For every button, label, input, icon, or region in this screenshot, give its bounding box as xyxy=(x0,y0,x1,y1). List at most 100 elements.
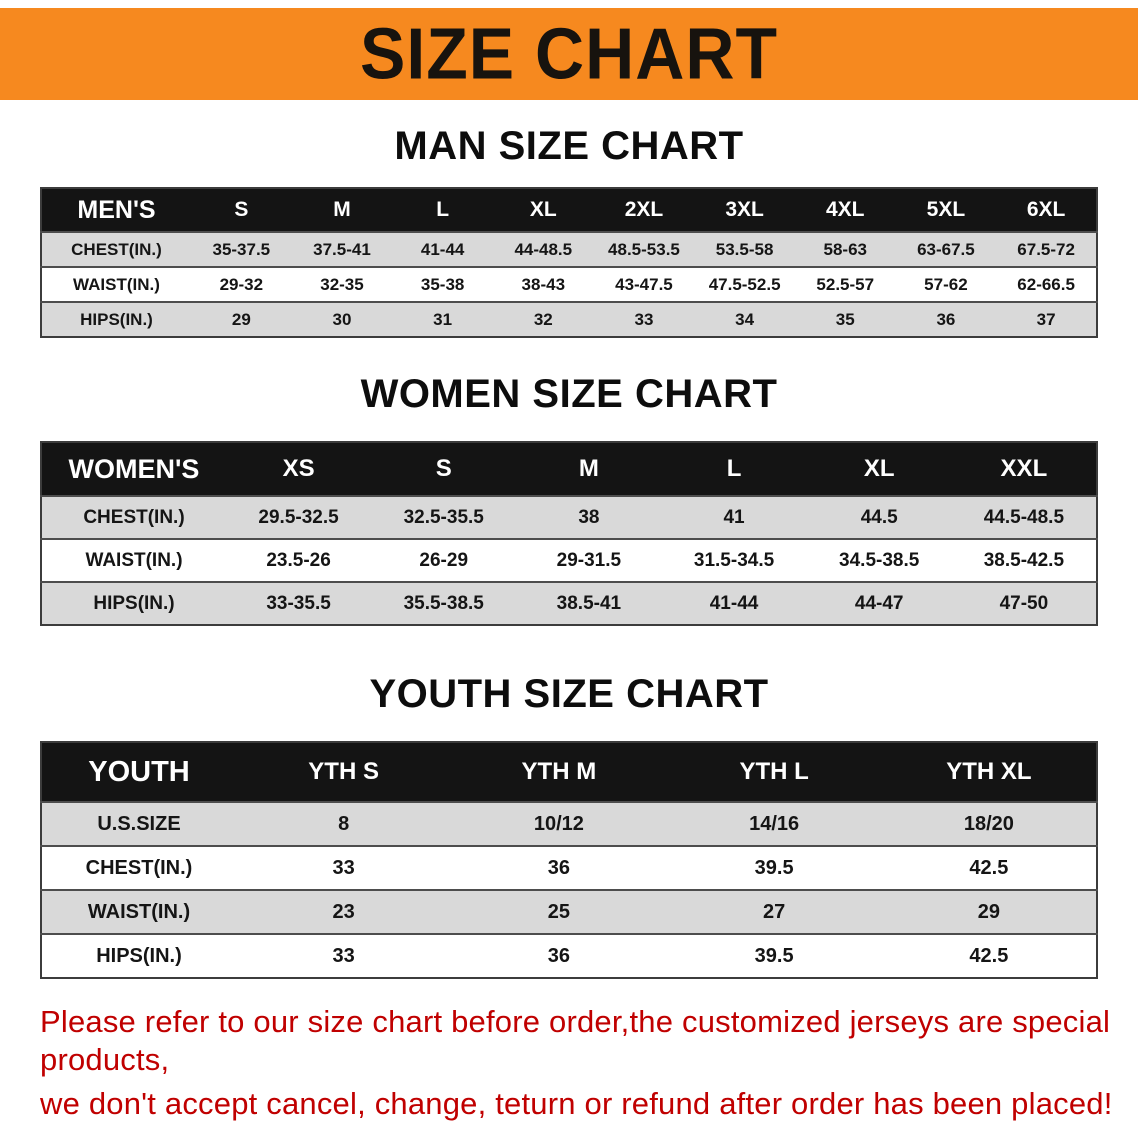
table-row: WAIST(IN.) 23.5-26 26-29 29-31.5 31.5-34… xyxy=(41,538,1097,582)
men-section-heading: MAN SIZE CHART xyxy=(394,124,744,168)
size-cell: 41 xyxy=(661,495,807,539)
column-header: S xyxy=(191,188,292,232)
size-cell: 30 xyxy=(291,301,393,337)
column-header: 5XL xyxy=(895,188,997,232)
size-cell: 33 xyxy=(236,933,452,978)
size-cell: 33 xyxy=(593,301,695,337)
women-size-table: WOMEN'S XS S M L XL XXL CHEST(IN.) 29.5-… xyxy=(40,441,1098,626)
youth-header-row: YOUTH YTH S YTH M YTH L YTH XL xyxy=(41,742,1097,802)
size-cell: 38.5-41 xyxy=(516,581,662,625)
table-row: CHEST(IN.) 35-37.5 37.5-41 41-44 44-48.5… xyxy=(41,231,1097,267)
size-cell: 63-67.5 xyxy=(895,231,997,267)
footer-notice: Please refer to our size chart before or… xyxy=(0,1003,1138,1122)
size-cell: 47-50 xyxy=(951,581,1097,625)
men-header-row: MEN'S S M L XL 2XL 3XL 4XL 5XL 6XL xyxy=(41,188,1097,232)
women-section: WOMEN SIZE CHART WOMEN'S XS S M L XL XXL… xyxy=(0,372,1138,626)
men-table-corner-label: MEN'S xyxy=(41,188,191,232)
table-row: WAIST(IN.) 29-32 32-35 35-38 38-43 43-47… xyxy=(41,266,1097,302)
size-cell: 39.5 xyxy=(666,845,882,890)
size-cell: 14/16 xyxy=(666,801,882,846)
size-cell: 34 xyxy=(694,301,795,337)
size-cell: 62-66.5 xyxy=(996,266,1097,302)
youth-size-table: YOUTH YTH S YTH M YTH L YTH XL U.S.SIZE … xyxy=(40,741,1098,979)
table-row: U.S.SIZE 8 10/12 14/16 18/20 xyxy=(41,801,1097,846)
table-row: HIPS(IN.) 29 30 31 32 33 34 35 36 37 xyxy=(41,301,1097,337)
size-cell: 29-31.5 xyxy=(516,538,662,582)
column-header: XXL xyxy=(951,442,1097,496)
youth-section: YOUTH SIZE CHART YOUTH YTH S YTH M YTH L… xyxy=(0,672,1138,979)
row-label: HIPS(IN.) xyxy=(41,581,226,625)
size-cell: 38 xyxy=(516,495,662,539)
women-header-row: WOMEN'S XS S M L XL XXL xyxy=(41,442,1097,496)
size-cell: 35 xyxy=(794,301,896,337)
row-label: CHEST(IN.) xyxy=(41,845,236,890)
column-header: M xyxy=(291,188,393,232)
column-header: YTH L xyxy=(666,742,882,802)
size-cell: 42.5 xyxy=(881,845,1097,890)
size-cell: 35-38 xyxy=(392,266,493,302)
size-cell: 29.5-32.5 xyxy=(226,495,372,539)
size-cell: 8 xyxy=(236,801,452,846)
youth-section-heading: YOUTH SIZE CHART xyxy=(369,672,769,716)
size-cell: 23 xyxy=(236,889,452,934)
size-cell: 38-43 xyxy=(492,266,594,302)
size-cell: 44-48.5 xyxy=(492,231,594,267)
table-row: WAIST(IN.) 23 25 27 29 xyxy=(41,889,1097,934)
size-cell: 35-37.5 xyxy=(191,231,292,267)
size-cell: 29 xyxy=(881,889,1097,934)
column-header: YTH M xyxy=(451,742,667,802)
row-label: WAIST(IN.) xyxy=(41,889,236,934)
row-label: HIPS(IN.) xyxy=(41,933,236,978)
banner: SIZE CHART xyxy=(0,8,1138,100)
column-header: XL xyxy=(492,188,594,232)
row-label: HIPS(IN.) xyxy=(41,301,191,337)
column-header: XL xyxy=(806,442,952,496)
size-cell: 32-35 xyxy=(291,266,393,302)
row-label: CHEST(IN.) xyxy=(41,495,226,539)
column-header: YTH S xyxy=(236,742,452,802)
men-size-table: MEN'S S M L XL 2XL 3XL 4XL 5XL 6XL CHEST… xyxy=(40,187,1098,338)
table-row: HIPS(IN.) 33 36 39.5 42.5 xyxy=(41,933,1097,978)
size-cell: 41-44 xyxy=(661,581,807,625)
size-cell: 29 xyxy=(191,301,292,337)
size-cell: 41-44 xyxy=(392,231,493,267)
column-header: 2XL xyxy=(593,188,695,232)
size-cell: 34.5-38.5 xyxy=(806,538,952,582)
row-label: CHEST(IN.) xyxy=(41,231,191,267)
size-cell: 26-29 xyxy=(371,538,517,582)
row-label: U.S.SIZE xyxy=(41,801,236,846)
column-header: YTH XL xyxy=(881,742,1097,802)
notice-line-1: Please refer to our size chart before or… xyxy=(40,1004,1111,1077)
size-cell: 31 xyxy=(392,301,493,337)
column-header: XS xyxy=(226,442,372,496)
size-cell: 32.5-35.5 xyxy=(371,495,517,539)
size-cell: 53.5-58 xyxy=(694,231,795,267)
size-cell: 67.5-72 xyxy=(996,231,1097,267)
size-cell: 47.5-52.5 xyxy=(694,266,795,302)
size-cell: 33 xyxy=(236,845,452,890)
column-header: L xyxy=(661,442,807,496)
column-header: L xyxy=(392,188,493,232)
table-row: CHEST(IN.) 33 36 39.5 42.5 xyxy=(41,845,1097,890)
column-header: S xyxy=(371,442,517,496)
women-table-corner-label: WOMEN'S xyxy=(41,442,226,496)
row-label: WAIST(IN.) xyxy=(41,266,191,302)
table-row: HIPS(IN.) 33-35.5 35.5-38.5 38.5-41 41-4… xyxy=(41,581,1097,625)
size-cell: 36 xyxy=(451,845,667,890)
size-cell: 10/12 xyxy=(451,801,667,846)
size-cell: 36 xyxy=(895,301,997,337)
size-cell: 38.5-42.5 xyxy=(951,538,1097,582)
size-cell: 52.5-57 xyxy=(794,266,896,302)
size-cell: 36 xyxy=(451,933,667,978)
size-cell: 44.5-48.5 xyxy=(951,495,1097,539)
size-cell: 23.5-26 xyxy=(226,538,372,582)
table-row: CHEST(IN.) 29.5-32.5 32.5-35.5 38 41 44.… xyxy=(41,495,1097,539)
size-cell: 25 xyxy=(451,889,667,934)
size-cell: 37.5-41 xyxy=(291,231,393,267)
page-title: SIZE CHART xyxy=(360,13,778,95)
row-label: WAIST(IN.) xyxy=(41,538,226,582)
youth-table-corner-label: YOUTH xyxy=(41,742,236,802)
size-cell: 35.5-38.5 xyxy=(371,581,517,625)
women-section-heading: WOMEN SIZE CHART xyxy=(360,372,778,416)
